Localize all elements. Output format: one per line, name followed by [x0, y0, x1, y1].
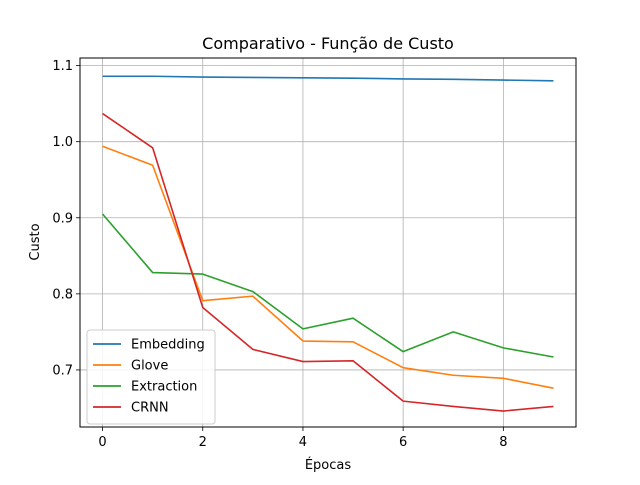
y-axis-title: Custo	[28, 223, 43, 260]
x-tick-label: 0	[98, 435, 106, 450]
y-tick-label: 0.8	[52, 287, 73, 302]
legend-label: Extraction	[131, 380, 197, 395]
legend-label: Glove	[131, 359, 168, 374]
y-tick-label: 1.0	[52, 135, 73, 150]
x-axis-title: Épocas	[305, 457, 352, 473]
series-lines	[101, 75, 554, 412]
series-line-extraction	[101, 213, 554, 358]
chart-title: Comparativo - Função de Custo	[202, 34, 454, 53]
legend-label: Embedding	[131, 338, 205, 353]
series-line-crnn	[102, 112, 554, 412]
x-tick-label: 2	[199, 435, 207, 450]
series-line-embedding	[102, 75, 554, 82]
axis-ticks: 0 2 4 6 8 0.7 0.8 0.9 1.0 1.1	[52, 59, 507, 450]
plot-frame	[79, 57, 577, 428]
y-tick-label: 1.1	[52, 59, 73, 74]
x-tick-label: 6	[399, 435, 407, 450]
legend-box	[86, 329, 216, 425]
legend-label: CRNN	[131, 401, 169, 416]
series-line-glove	[102, 145, 554, 389]
y-tick-label: 0.9	[52, 211, 73, 226]
legend: Embedding Glove Extraction CRNN	[86, 329, 216, 425]
x-tick-label: 8	[499, 435, 507, 450]
y-tick-label: 0.7	[52, 363, 73, 378]
x-tick-label: 4	[299, 435, 307, 450]
